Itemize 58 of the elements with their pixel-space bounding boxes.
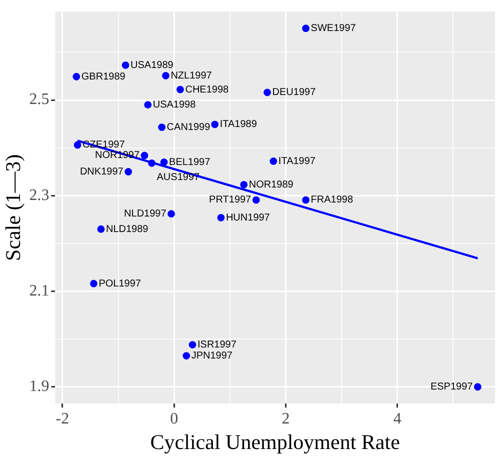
x-tick-label: -2 <box>56 410 70 428</box>
annotation: USA1998 <box>152 100 196 111</box>
point <box>124 168 132 176</box>
point <box>158 124 166 131</box>
point <box>148 159 156 167</box>
annotation: POL1997 <box>98 278 142 290</box>
x-axis-title: Cyclical Unemployment Rate <box>150 430 400 454</box>
annotation: ITA1989 <box>220 119 258 130</box>
annotation: HUN1997 <box>226 212 270 224</box>
point <box>72 72 80 80</box>
annotation: SWE1997 <box>310 23 356 34</box>
point <box>160 158 168 166</box>
point <box>217 214 225 222</box>
annotation: AUS1997 <box>156 172 200 183</box>
y-tick-label: 2.5 <box>29 91 50 108</box>
annotation: DNK1997 <box>80 166 124 178</box>
x-tick-label: 4 <box>393 410 402 428</box>
annotation: ISR1997 <box>198 340 237 351</box>
point <box>270 158 278 165</box>
annotation: NOR1989 <box>248 179 294 190</box>
point <box>302 24 310 32</box>
annotation: GBR1989 <box>81 71 126 82</box>
point <box>74 141 82 149</box>
annotation: USA1989 <box>130 60 174 71</box>
point <box>168 210 175 218</box>
annotation: NLD1989 <box>106 224 149 235</box>
annotation: JPN1997 <box>191 350 233 362</box>
point <box>97 225 105 233</box>
annotation: ESP1997 <box>430 382 474 393</box>
annotation: BEL1997 <box>169 156 211 168</box>
annotation: NZL1997 <box>170 70 212 82</box>
y-tick-label: 1.9 <box>29 378 50 396</box>
point <box>188 341 196 348</box>
y-tick-label: 2.1 <box>29 282 50 300</box>
annotation: PRT1997 <box>209 194 252 206</box>
point <box>90 280 98 288</box>
point <box>162 72 170 80</box>
point <box>140 152 148 160</box>
annotation: FRA1998 <box>310 194 354 206</box>
annotation: ITA1997 <box>278 156 316 167</box>
annotation: CHE1998 <box>185 84 230 96</box>
y-axis-title: Scale (1—3) <box>1 154 26 261</box>
point <box>264 88 271 96</box>
point <box>144 101 152 109</box>
x-tick-label: 2 <box>282 410 290 428</box>
point <box>176 86 184 94</box>
point <box>122 61 130 69</box>
point <box>474 383 482 391</box>
annotation: CAN1999 <box>166 122 211 134</box>
x-tick-label: 0 <box>170 410 178 428</box>
point <box>240 180 248 188</box>
point <box>302 196 310 204</box>
annotation: NLD1997 <box>124 208 167 220</box>
annotation: DEU1997 <box>272 87 316 98</box>
point <box>252 196 260 204</box>
point <box>211 120 219 128</box>
point <box>182 352 190 360</box>
y-tick-label: 2.3 <box>29 186 50 204</box>
